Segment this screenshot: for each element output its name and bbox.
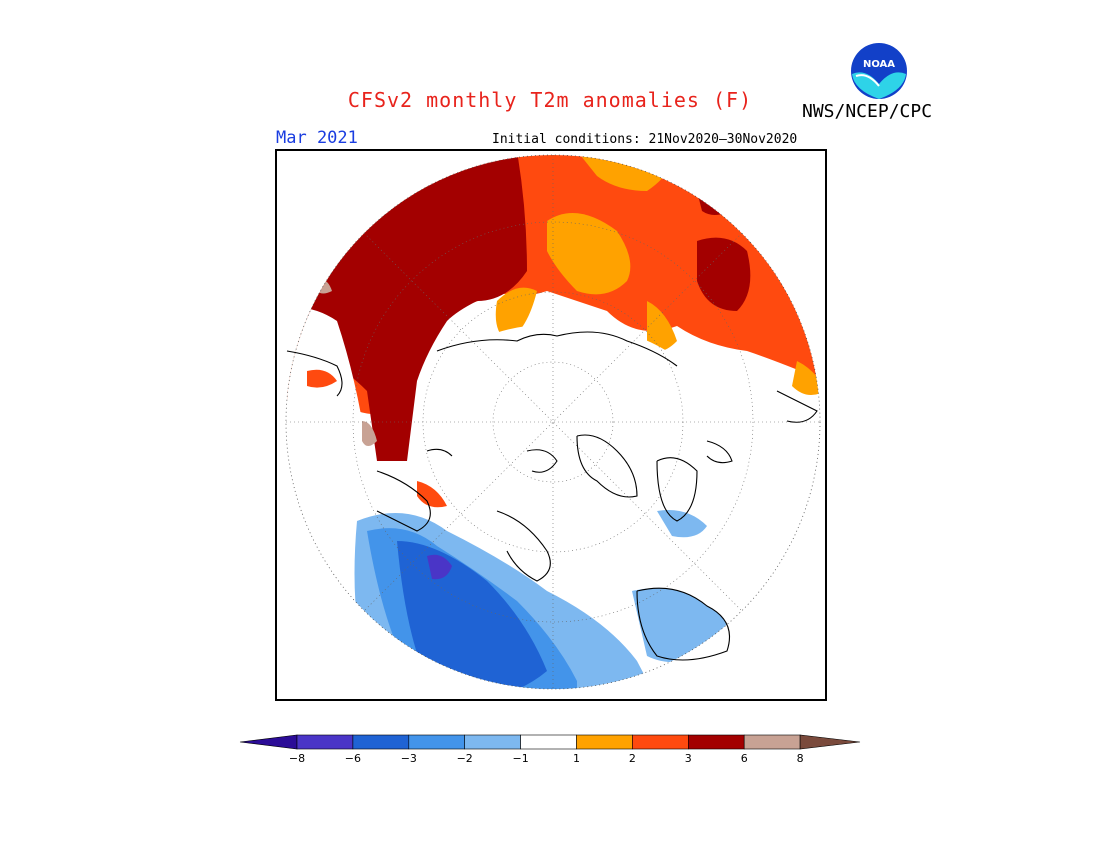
colorbar-tick-label: −2 bbox=[456, 752, 473, 765]
colorbar-box bbox=[576, 734, 633, 750]
noaa-logo-text: NOAA bbox=[863, 59, 895, 70]
anomaly-region-orange-e bbox=[647, 301, 677, 351]
noaa-logo-icon: NOAA bbox=[849, 41, 909, 101]
colorbar-box bbox=[632, 734, 689, 750]
colorbar-tick-label: 8 bbox=[796, 752, 804, 765]
anomaly-region-tan bbox=[362, 421, 377, 446]
polar-map bbox=[275, 149, 827, 701]
colorbar bbox=[239, 734, 861, 750]
anomaly-region-purple bbox=[427, 554, 452, 580]
colorbar-tick-label: 3 bbox=[684, 752, 692, 765]
colorbar-box bbox=[464, 734, 521, 750]
colorbar-tick-label: −8 bbox=[288, 752, 306, 765]
colorbar-tick-label: −6 bbox=[344, 752, 361, 765]
neutral-region-west bbox=[286, 307, 367, 474]
anomaly-region-mid-blue bbox=[397, 541, 547, 689]
graticule bbox=[286, 155, 820, 689]
colorbar-tick-label: 6 bbox=[740, 752, 748, 765]
agency-label: NWS/NCEP/CPC bbox=[802, 101, 933, 122]
anomaly-region-red-sw bbox=[417, 481, 447, 508]
colorbar-tick-label: 1 bbox=[573, 752, 580, 765]
colorbar-box bbox=[687, 734, 745, 750]
colorbar-box bbox=[352, 734, 410, 750]
colorbar-box bbox=[296, 734, 354, 750]
anomaly-region-light-blue-ne bbox=[657, 510, 707, 538]
colorbar-tick-label: 2 bbox=[628, 752, 636, 765]
forecast-month: Mar 2021 bbox=[276, 128, 358, 148]
anomaly-region-orange-far-e bbox=[792, 361, 820, 395]
coastlines bbox=[286, 331, 818, 661]
map-title: CFSv2 monthly T2m anomalies (F) bbox=[347, 88, 753, 112]
colorbar-box bbox=[520, 734, 577, 750]
initial-conditions: Initial conditions: 21Nov2020–30Nov2020 bbox=[492, 132, 798, 147]
colorbar-box bbox=[743, 734, 801, 750]
anomaly-region-dark-red-ne bbox=[697, 188, 737, 215]
anomaly-region-dark-red-east bbox=[697, 237, 751, 311]
anomaly-region-orange bbox=[547, 213, 631, 295]
colorbar-arrow-min bbox=[239, 734, 298, 750]
colorbar-box bbox=[408, 734, 466, 750]
neutral-region-arctic bbox=[437, 325, 690, 501]
anomaly-region-red-w bbox=[307, 369, 337, 388]
colorbar-tick-label: −3 bbox=[400, 752, 417, 765]
colorbar-arrow-max bbox=[799, 734, 861, 750]
colorbar-tick-label: −1 bbox=[512, 752, 529, 765]
